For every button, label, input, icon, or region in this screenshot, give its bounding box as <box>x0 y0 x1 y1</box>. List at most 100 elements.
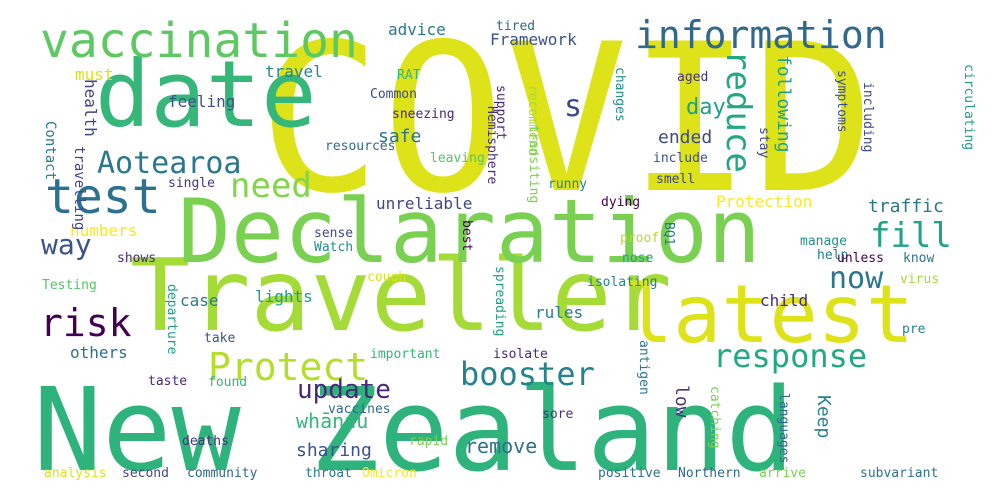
word-following: following <box>773 55 794 153</box>
word-traffic: traffic <box>868 196 944 217</box>
word-catching: catching <box>707 386 722 449</box>
word-now: now <box>829 261 884 296</box>
word-s: s <box>564 89 582 124</box>
word-positive: positive <box>598 466 661 481</box>
word-bq1: BQ1 <box>661 222 676 245</box>
word-declaration: Declaration <box>178 180 761 283</box>
word-found: found <box>208 375 247 390</box>
word-date: date <box>95 41 317 148</box>
word-update: update <box>297 375 391 405</box>
word-wh-nau: whānau <box>296 409 368 433</box>
word-best: best <box>459 220 474 251</box>
word-community: community <box>187 466 258 481</box>
word-way: way <box>41 228 92 261</box>
word-symptoms: symptoms <box>834 70 849 133</box>
word-feeling: feeling <box>168 92 235 111</box>
word-leaving: leaving <box>430 151 485 166</box>
word-protect: Protect <box>208 345 368 389</box>
word-northern: Northern <box>678 466 741 481</box>
word-ended: ended <box>658 127 712 148</box>
word-shows: shows <box>117 251 156 266</box>
word-analysis: analysis <box>44 466 107 481</box>
word-contact: Contact <box>42 121 58 180</box>
word-need: need <box>230 166 312 206</box>
word-covid: COVID <box>258 1 875 239</box>
word-aged: aged <box>677 70 708 85</box>
word-deaths: deaths <box>182 434 229 449</box>
word-lights: lights <box>255 287 313 306</box>
word-subvariant: subvariant <box>860 466 938 481</box>
word-traveller: Traveller <box>130 237 672 354</box>
word-spreading: spreading <box>492 266 507 336</box>
word-low: low <box>671 385 692 418</box>
word-resources: resources <box>325 139 395 154</box>
word-proof: proof <box>620 231 659 246</box>
word-travel: travel <box>265 62 323 81</box>
word-isolating: isolating <box>587 275 657 290</box>
word-include: include <box>653 151 708 166</box>
word-new-zealand: New Zealand <box>33 364 795 498</box>
word-rapid: rapid <box>409 434 448 449</box>
word-booster: booster <box>460 355 595 393</box>
word-sneezing: sneezing <box>392 107 455 122</box>
word-fill: fill <box>870 216 952 256</box>
word-response: response <box>713 337 867 375</box>
word-vaccines: vaccines <box>328 402 391 417</box>
word-help: help <box>817 248 848 263</box>
word-tired: tired <box>496 19 535 34</box>
word-information: information <box>635 13 887 57</box>
word-remove: remove <box>465 434 537 458</box>
word-support: support <box>493 85 508 140</box>
word-virus: virus <box>900 272 939 287</box>
word-unless: unless <box>837 251 884 266</box>
word-health: health <box>81 79 100 137</box>
word-changes: changes <box>612 67 627 122</box>
word-watch: Watch <box>314 240 353 255</box>
word-common: Common <box>370 87 417 102</box>
word-recommend: recommend <box>525 85 540 155</box>
word-antigen: antigen <box>636 340 651 395</box>
word-sore: sore <box>542 407 573 422</box>
word-manage: manage <box>800 234 847 249</box>
word-know: know <box>903 251 934 266</box>
word-circulating: circulating <box>961 64 976 150</box>
word-cough: cough <box>367 270 406 285</box>
word-departure: departure <box>164 284 179 355</box>
word-unreliable: unreliable <box>376 194 472 213</box>
word-child: child <box>760 291 808 310</box>
word-aotearoa: Aotearoa <box>97 146 242 181</box>
word-arrive: arrive <box>759 466 806 481</box>
word-runny: runny <box>548 177 587 192</box>
word-others: others <box>70 343 128 362</box>
word-transiting: transiting <box>526 125 541 203</box>
word-omicron: Omicron <box>362 466 417 481</box>
word-reduce: reduce <box>718 50 758 173</box>
word-latest: latest <box>625 268 914 361</box>
word-safe: safe <box>378 126 421 147</box>
word-numbers: numbers <box>70 221 137 240</box>
word-risk: risk <box>40 301 132 345</box>
word-take: take <box>204 331 235 346</box>
word-including: including <box>860 82 875 152</box>
word-taste: taste <box>148 374 187 389</box>
word-nose: nose <box>622 251 653 266</box>
word-test: test <box>45 169 161 225</box>
word-important: important <box>370 347 440 362</box>
word-isolate: isolate <box>493 347 548 362</box>
word-testing: Testing <box>42 278 97 293</box>
word-single: single <box>168 176 215 191</box>
word-vaccination: vaccination <box>40 13 358 69</box>
word-hemisphere: Hemisphere <box>484 106 499 184</box>
word-stay: stay <box>756 127 771 158</box>
word-advice: advice <box>388 20 446 39</box>
word-must: must <box>75 65 114 84</box>
word-second: second <box>122 466 169 481</box>
word-day: day <box>686 95 726 120</box>
word-languages: languages <box>776 393 791 463</box>
word-protection: Protection <box>716 192 812 211</box>
word-travelling: travelling <box>71 146 87 230</box>
word-framework: Framework <box>490 30 577 49</box>
word-smell: smell <box>656 172 695 187</box>
